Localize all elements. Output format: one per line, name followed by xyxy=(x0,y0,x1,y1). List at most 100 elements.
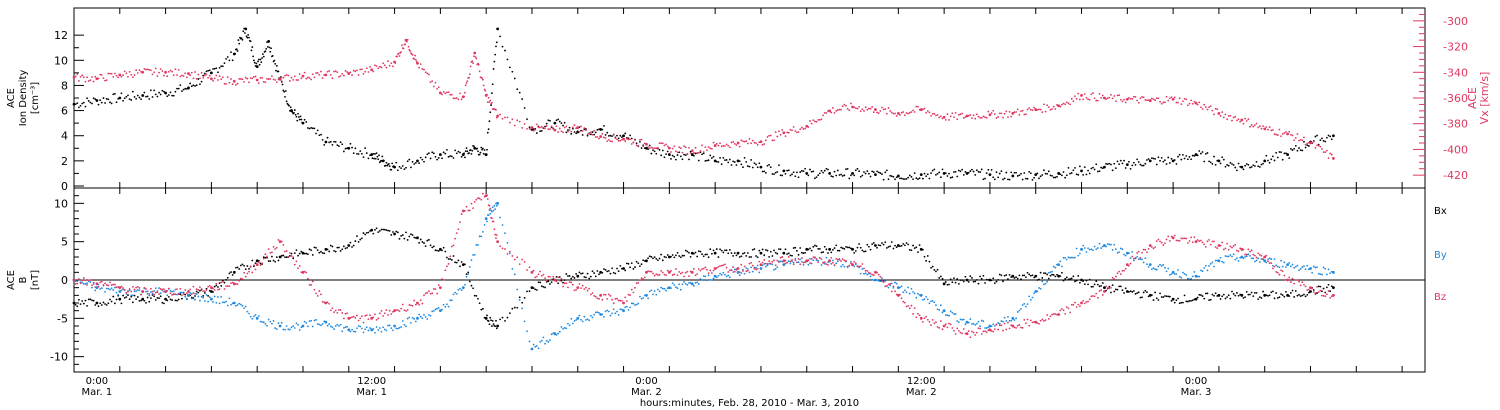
velocity-point xyxy=(915,105,918,108)
field-By-point xyxy=(627,309,630,311)
density-point xyxy=(360,152,363,155)
density-point xyxy=(995,171,998,174)
velocity-point xyxy=(511,118,514,121)
field-By-point xyxy=(800,260,803,263)
field-Bz-point xyxy=(187,290,190,293)
density-point xyxy=(526,118,528,121)
field-Bx-point xyxy=(637,262,640,265)
field-Bx-point xyxy=(838,249,841,252)
field-Bz-point xyxy=(1237,250,1240,253)
field-Bz-point xyxy=(249,265,252,268)
field-Bz-point xyxy=(1216,247,1219,250)
field-Bx-point xyxy=(290,252,293,255)
density-point xyxy=(223,62,226,65)
velocity-point xyxy=(275,81,278,84)
velocity-point xyxy=(568,129,571,131)
field-By-point xyxy=(1267,258,1269,261)
field-Bz-point xyxy=(885,284,888,287)
field-By-point xyxy=(1137,258,1140,261)
density-point xyxy=(907,176,910,179)
field-By-point xyxy=(660,286,663,289)
density-point xyxy=(1242,168,1245,171)
field-Bx-point xyxy=(1047,277,1050,280)
density-point xyxy=(787,169,790,172)
field-By-point xyxy=(596,311,599,314)
velocity-point xyxy=(212,79,214,82)
velocity-point xyxy=(607,138,610,141)
field-Bx-point xyxy=(100,304,103,306)
density-point xyxy=(650,152,653,155)
field-Bx-point xyxy=(882,243,885,246)
velocity-point xyxy=(1178,97,1181,100)
field-Bx-point xyxy=(123,296,126,299)
velocity-point xyxy=(290,76,293,79)
field-Bz-point xyxy=(275,246,278,249)
field-Bz-point xyxy=(756,267,759,270)
field-Bx-point xyxy=(1304,295,1307,298)
velocity-point xyxy=(1278,128,1281,131)
field-By-point xyxy=(290,326,293,329)
field-Bz-point xyxy=(526,269,528,271)
density-point xyxy=(1067,166,1070,169)
field-Bz-point xyxy=(255,263,259,267)
field-By-point xyxy=(259,320,262,323)
velocity-point xyxy=(670,151,672,153)
field-Bz-point xyxy=(635,282,638,285)
field-By-point xyxy=(187,293,190,297)
density-point xyxy=(1249,166,1251,169)
velocity-point xyxy=(686,153,689,155)
velocity-point xyxy=(209,77,213,81)
density-point xyxy=(1289,148,1292,150)
field-Bz-point xyxy=(372,316,375,319)
field-Bz-point xyxy=(1088,298,1091,301)
density-point xyxy=(395,161,398,164)
field-Bz-point xyxy=(701,268,703,270)
bottom-left-ylabel-line: B xyxy=(18,276,29,283)
velocity-point xyxy=(1298,139,1300,142)
velocity-point xyxy=(751,139,754,142)
field-By-point xyxy=(1265,261,1268,264)
field-By-point xyxy=(903,289,906,292)
field-Bx-point xyxy=(429,244,432,247)
density-point xyxy=(316,129,319,132)
field-Bx-point xyxy=(606,270,609,273)
velocity-point xyxy=(1067,102,1070,105)
field-By-point xyxy=(591,316,594,319)
field-Bz-point xyxy=(266,255,268,258)
field-Bx-point xyxy=(736,251,740,255)
density-point xyxy=(1051,174,1053,177)
velocity-point xyxy=(962,117,965,119)
field-By-point xyxy=(1299,267,1302,270)
field-Bx-point xyxy=(1183,294,1186,297)
field-Bz-point xyxy=(591,292,594,295)
density-point xyxy=(918,177,921,180)
field-By-point xyxy=(408,316,411,319)
field-Bz-point xyxy=(1170,235,1173,238)
density-point xyxy=(321,139,324,141)
field-Bz-point xyxy=(197,289,200,291)
field-Bz-point xyxy=(261,262,263,265)
velocity-point xyxy=(719,142,721,145)
field-Bx-point xyxy=(1150,294,1153,296)
velocity-point xyxy=(308,77,311,79)
density-point xyxy=(547,119,550,122)
velocity-point xyxy=(555,125,558,128)
density-point xyxy=(648,144,651,147)
field-Bx-point xyxy=(707,256,710,259)
field-Bx-point xyxy=(959,279,962,282)
field-By-point xyxy=(364,328,367,331)
field-Bz-point xyxy=(933,322,936,325)
field-Bx-point xyxy=(1036,279,1039,281)
field-Bz-point xyxy=(634,286,636,289)
velocity-point xyxy=(660,142,663,145)
density-point xyxy=(393,165,396,169)
field-Bx-point xyxy=(450,259,453,261)
velocity-point xyxy=(530,126,534,129)
field-Bz-point xyxy=(653,274,656,277)
velocity-point xyxy=(1054,108,1057,110)
field-Bx-point xyxy=(346,246,349,249)
field-By-point xyxy=(383,328,386,331)
density-point xyxy=(678,151,681,154)
field-Bz-point xyxy=(540,274,543,277)
velocity-point xyxy=(1072,100,1075,103)
